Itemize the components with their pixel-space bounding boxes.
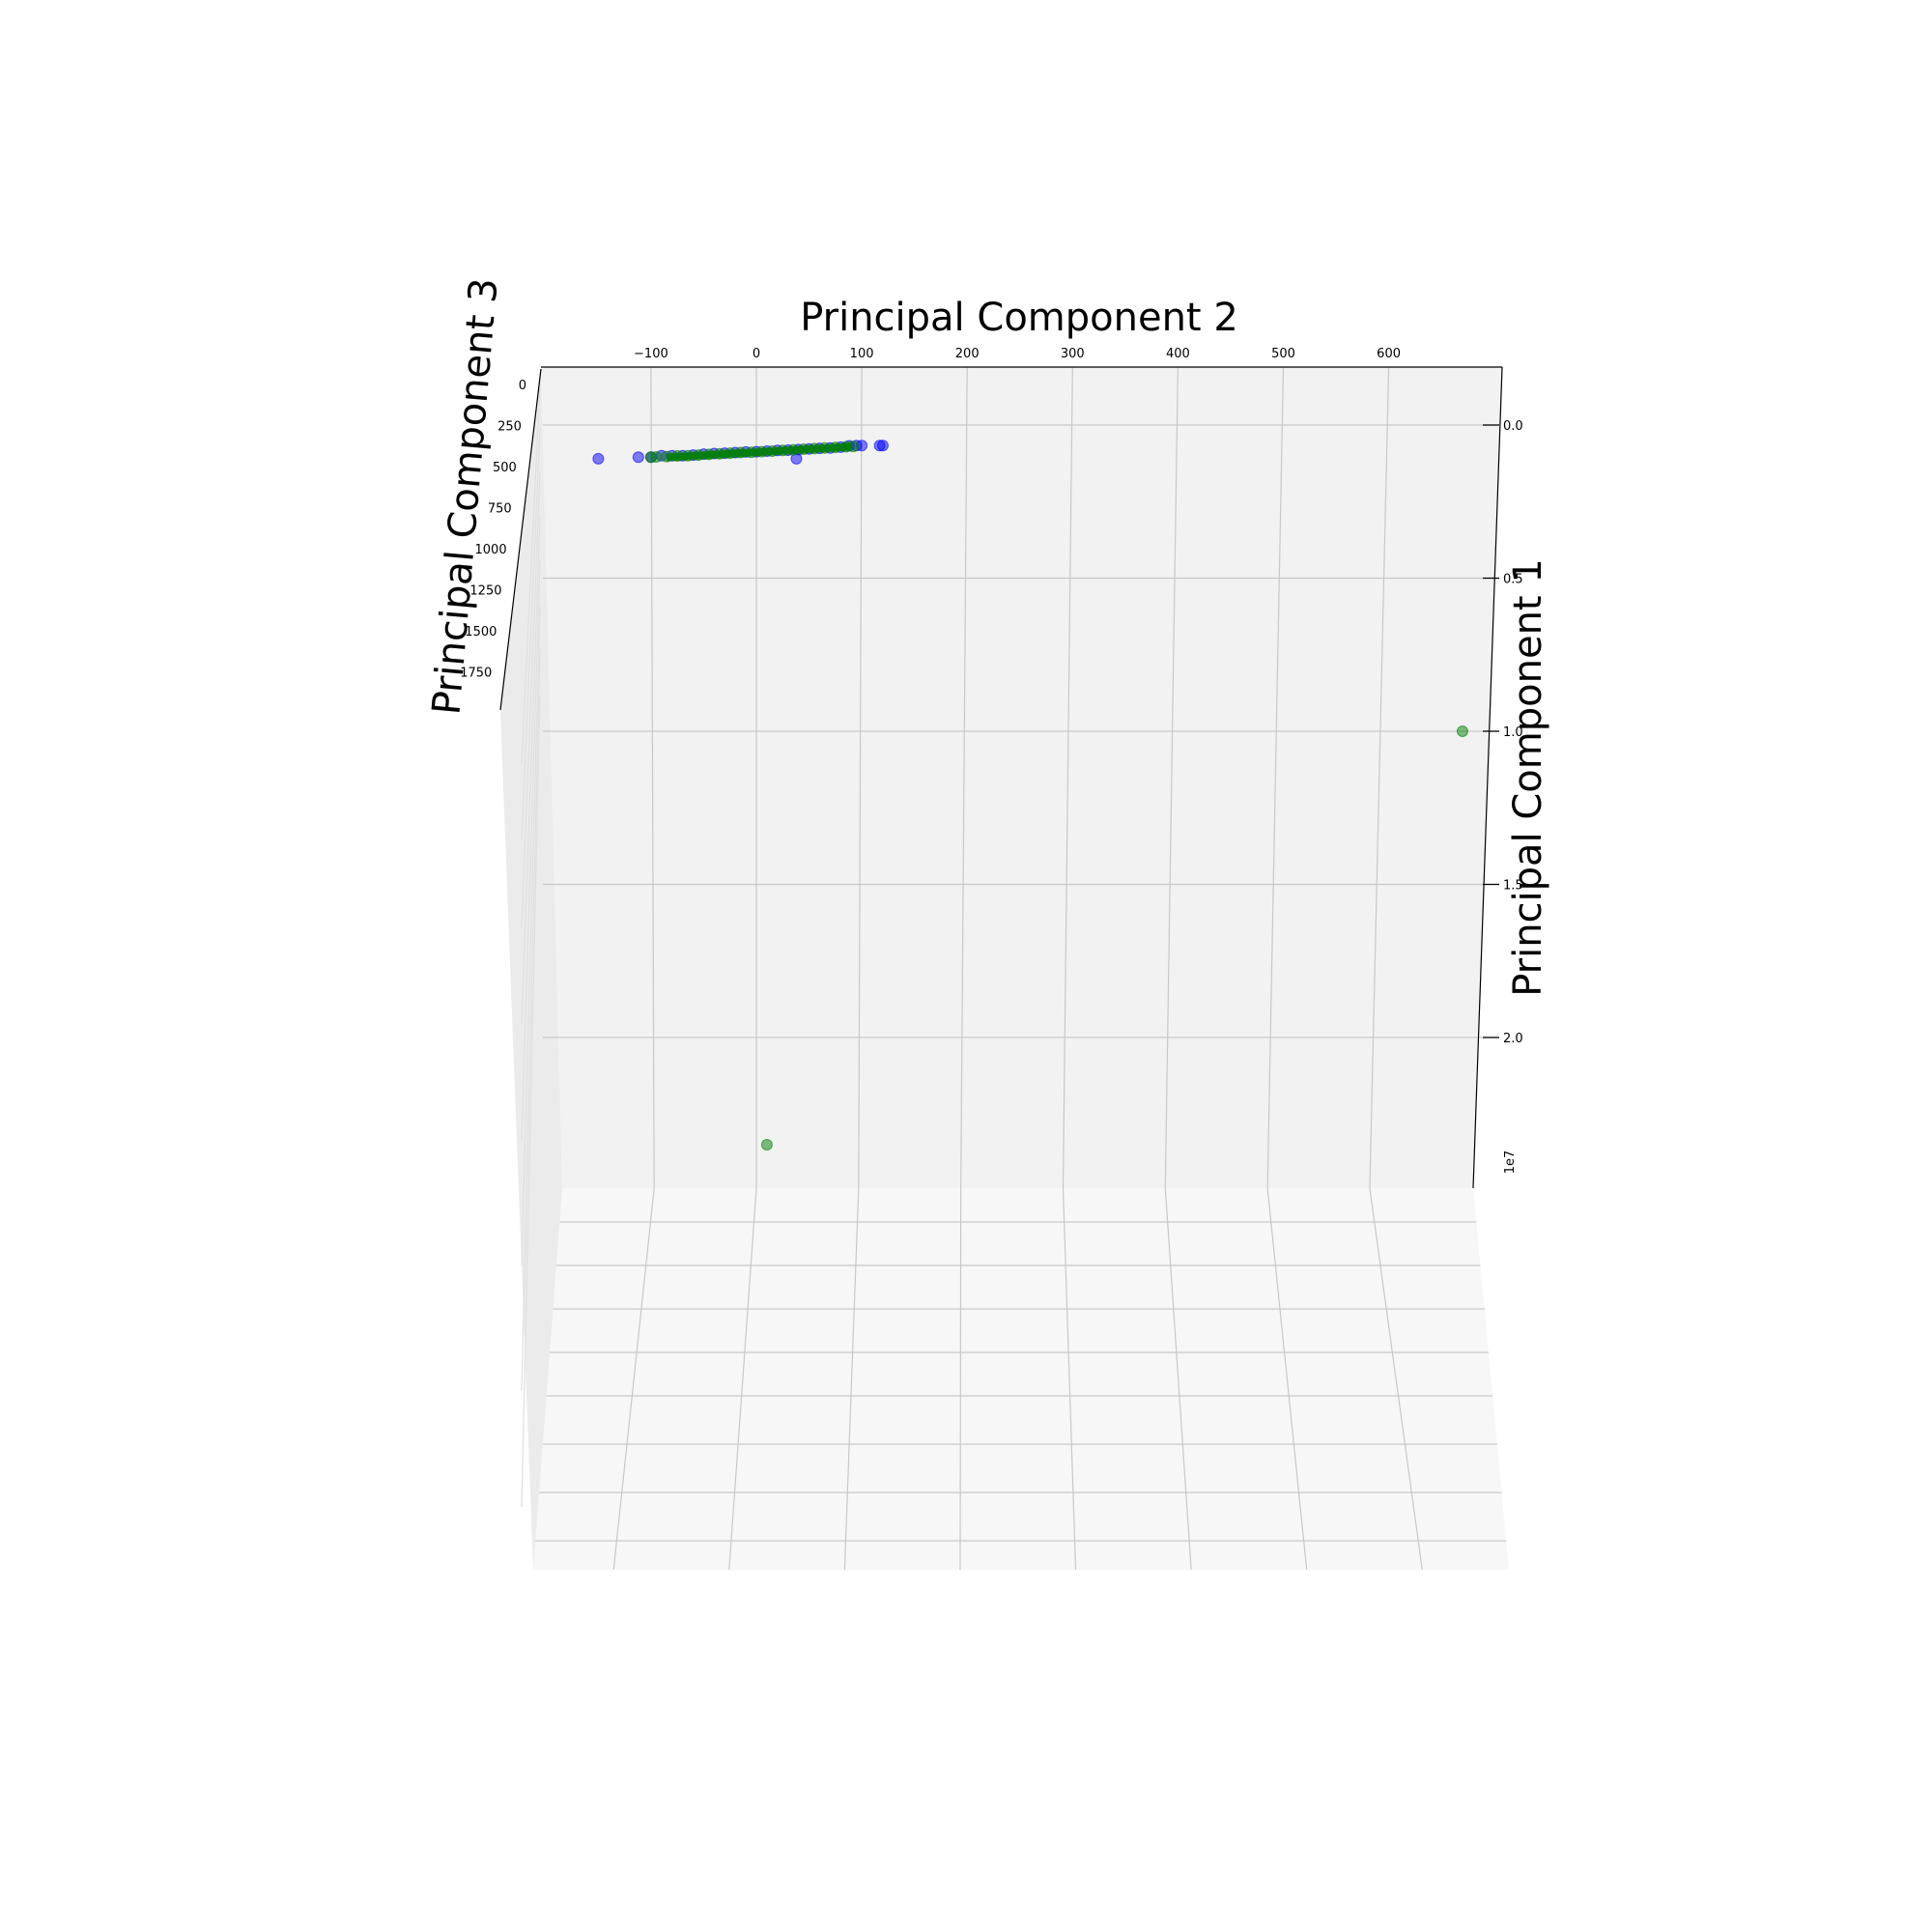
- x-grid-line: [650, 366, 655, 1189]
- side-grid-line: [521, 516, 541, 1025]
- x-tick-label: 0: [753, 347, 760, 361]
- side-grid-line: [521, 559, 541, 1141]
- x-grid-line: [960, 366, 968, 1189]
- x-floor-grid-line: [959, 1187, 962, 1571]
- blue-series-point: [632, 451, 644, 464]
- blue-series-point: [592, 452, 605, 465]
- green-series-point: [1456, 725, 1468, 737]
- floor-pane: [533, 1188, 1509, 1570]
- side-grid-line: [521, 606, 541, 1266]
- x-grid-line: [1062, 366, 1073, 1189]
- side-grid-line: [521, 648, 541, 1392]
- x-tick-label: 300: [1061, 347, 1085, 361]
- z-tick-label: 1500: [465, 625, 497, 639]
- z-tick-label: 750: [488, 502, 512, 517]
- green-series-dense-band: [667, 442, 852, 462]
- x-tick-label: 500: [1271, 347, 1295, 361]
- x-grid-line: [1266, 366, 1285, 1189]
- back-pane: [541, 367, 1502, 1188]
- z-tick-label: 0: [519, 379, 526, 393]
- blue-series-point: [876, 440, 889, 452]
- x-floor-grid-line: [1062, 1187, 1077, 1571]
- x-axis-title: Principal Component 2: [800, 296, 1238, 340]
- y-tick-label: 0.0: [1503, 419, 1523, 434]
- z-tick-label: 1750: [460, 667, 492, 681]
- tick-labels: −100 0 100 200 300 400 500 600 0.0 0.5 1.0 1.5 2.0 0 2…: [460, 347, 1522, 1046]
- x-tick-label: 600: [1377, 347, 1401, 361]
- side-grid-line: [521, 695, 541, 1508]
- z-axis-title: Principal Component 3: [424, 276, 506, 717]
- z-tick-label: 1000: [475, 543, 507, 557]
- z-axis-line: [499, 368, 542, 711]
- x-grid-line: [858, 366, 863, 1189]
- y-axis-offset-text: 1e7: [1503, 1151, 1518, 1175]
- y-tick-label: 0.5: [1503, 573, 1523, 587]
- side-pane: [500, 367, 562, 1570]
- side-grid-line: [521, 470, 541, 928]
- scatter-points: [592, 440, 1468, 1151]
- x-tick-label: 200: [955, 347, 980, 361]
- x-floor-grid-line: [843, 1187, 860, 1571]
- y-axis-title: Principal Component 1: [1506, 558, 1550, 997]
- x-floor-grid-line: [1164, 1187, 1192, 1571]
- side-grid-line: [521, 385, 541, 764]
- y-tick-label: 2.0: [1503, 1032, 1523, 1046]
- z-tick-label: 250: [497, 420, 522, 435]
- z-tick-label: 1250: [469, 584, 501, 599]
- y-tick-label: 1.0: [1503, 725, 1523, 740]
- x-floor-grid-line: [1266, 1187, 1308, 1571]
- x-tick-label: −100: [634, 347, 668, 361]
- x-floor-grid-line: [1369, 1187, 1423, 1571]
- z-tick-label: 500: [493, 461, 517, 475]
- y-axis-line: [1472, 366, 1503, 1189]
- y-tick-label: 1.5: [1503, 879, 1523, 894]
- axis-lines: [499, 366, 1503, 1189]
- x-grid-line: [1164, 366, 1179, 1189]
- green-series-point: [760, 1138, 773, 1151]
- x-floor-grid-line: [612, 1187, 655, 1571]
- green-series-point: [650, 450, 663, 463]
- x-grid-line: [1369, 366, 1390, 1189]
- grid-lines: [521, 366, 1507, 1571]
- x-floor-grid-line: [728, 1187, 757, 1571]
- x-tick-label: 400: [1166, 347, 1190, 361]
- side-grid-line: [521, 427, 541, 841]
- x-tick-label: 100: [850, 347, 874, 361]
